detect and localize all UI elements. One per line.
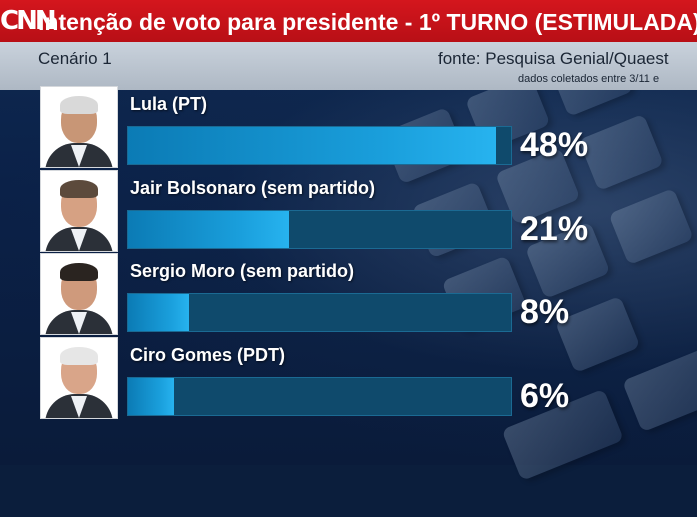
candidate-name: Ciro Gomes (PDT): [130, 345, 286, 365]
cnn-logo: CNN: [0, 6, 57, 36]
bar-value: [128, 378, 174, 415]
percent-label: 8%: [520, 293, 570, 331]
candidate-photo: [40, 170, 118, 252]
bar-track: [127, 210, 512, 249]
candidate-photo: [40, 253, 118, 335]
scenario-label: Cenário 1: [38, 49, 112, 68]
candidate-name: Sergio Moro (sem partido): [130, 261, 355, 281]
bar-track: [127, 126, 512, 165]
candidate-photo: [40, 86, 118, 168]
candidate-name: Jair Bolsonaro (sem partido): [130, 178, 376, 198]
bar-value: [128, 211, 289, 248]
collection-dates-label: dados coletados entre 3/11 e: [518, 73, 660, 85]
candidate-photo: [40, 337, 118, 419]
percent-label: 48%: [520, 126, 589, 164]
chart-title: Intenção de voto para presidente - 1º TU…: [38, 9, 697, 35]
title-bar: CNN Intenção de voto para presidente - 1…: [0, 0, 697, 42]
bar-track: [127, 293, 512, 332]
bar-value: [128, 127, 496, 164]
percent-label: 21%: [520, 210, 589, 248]
bar-value: [128, 294, 189, 331]
percent-label: 6%: [520, 377, 570, 415]
subheader-bar: [0, 42, 697, 90]
source-label: fonte: Pesquisa Genial/Quaest: [438, 49, 669, 68]
candidate-name: Lula (PT): [130, 94, 207, 114]
bar-track: [127, 377, 512, 416]
